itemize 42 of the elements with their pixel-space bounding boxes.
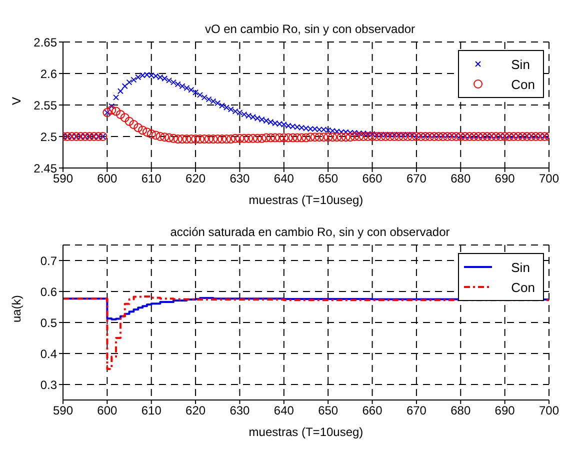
- legend-label: Con: [511, 280, 535, 294]
- x-tick-label: 680: [450, 172, 471, 186]
- x-tick-label: 610: [141, 172, 162, 186]
- y-axis-title: ua(k): [9, 295, 24, 322]
- x-tick-label: 690: [494, 404, 516, 418]
- legend-label: Con: [511, 76, 535, 92]
- x-tick-label: 630: [230, 172, 250, 186]
- x-tick-label: 640: [274, 404, 294, 418]
- y-axis-title: V: [9, 96, 24, 105]
- x-axis-title: muestras (T=10useg): [248, 425, 364, 439]
- x-tick-label: 660: [362, 172, 383, 186]
- chart-title: vO en cambio Ro, sin y con observador: [204, 22, 416, 36]
- x-tick-label: 620: [186, 404, 206, 418]
- y-tick-label: 0.4: [40, 346, 58, 361]
- x-tick-label: 610: [141, 404, 162, 418]
- y-tick-label: 0.7: [40, 254, 58, 268]
- y-tick-label: 0.3: [40, 378, 58, 392]
- x-tick-label: 600: [97, 172, 118, 186]
- x-tick-label: 650: [318, 172, 338, 186]
- x-tick-label: 680: [450, 404, 471, 418]
- y-tick-label: 0.6: [40, 284, 58, 299]
- x-tick-label: 700: [538, 404, 560, 418]
- x-tick-label: 690: [494, 172, 516, 186]
- x-tick-label: 590: [52, 404, 74, 418]
- x-tick-label: 700: [538, 172, 560, 186]
- y-tick-label: 2.55: [34, 98, 58, 112]
- x-tick-label: 630: [230, 404, 250, 418]
- x-axis-title: muestras (T=10useg): [248, 193, 364, 207]
- y-tick-label: 2.6: [40, 66, 58, 81]
- legend-label: Sin: [511, 260, 530, 274]
- x-tick-label: 640: [274, 172, 294, 186]
- x-tick-label: 650: [318, 404, 338, 418]
- x-tick-label: 620: [186, 172, 206, 186]
- legend-label: Sin: [511, 56, 530, 72]
- chart-title: acción saturada en cambio Ro, sin y con observador: [169, 225, 451, 239]
- y-tick-label: 0.5: [40, 316, 58, 330]
- y-tick-label: 2.5: [40, 130, 58, 144]
- y-tick-label: 2.65: [34, 35, 58, 50]
- x-tick-label: 600: [97, 404, 118, 418]
- x-tick-label: 670: [406, 404, 427, 418]
- x-tick-label: 670: [406, 172, 427, 186]
- x-tick-label: 660: [362, 404, 383, 418]
